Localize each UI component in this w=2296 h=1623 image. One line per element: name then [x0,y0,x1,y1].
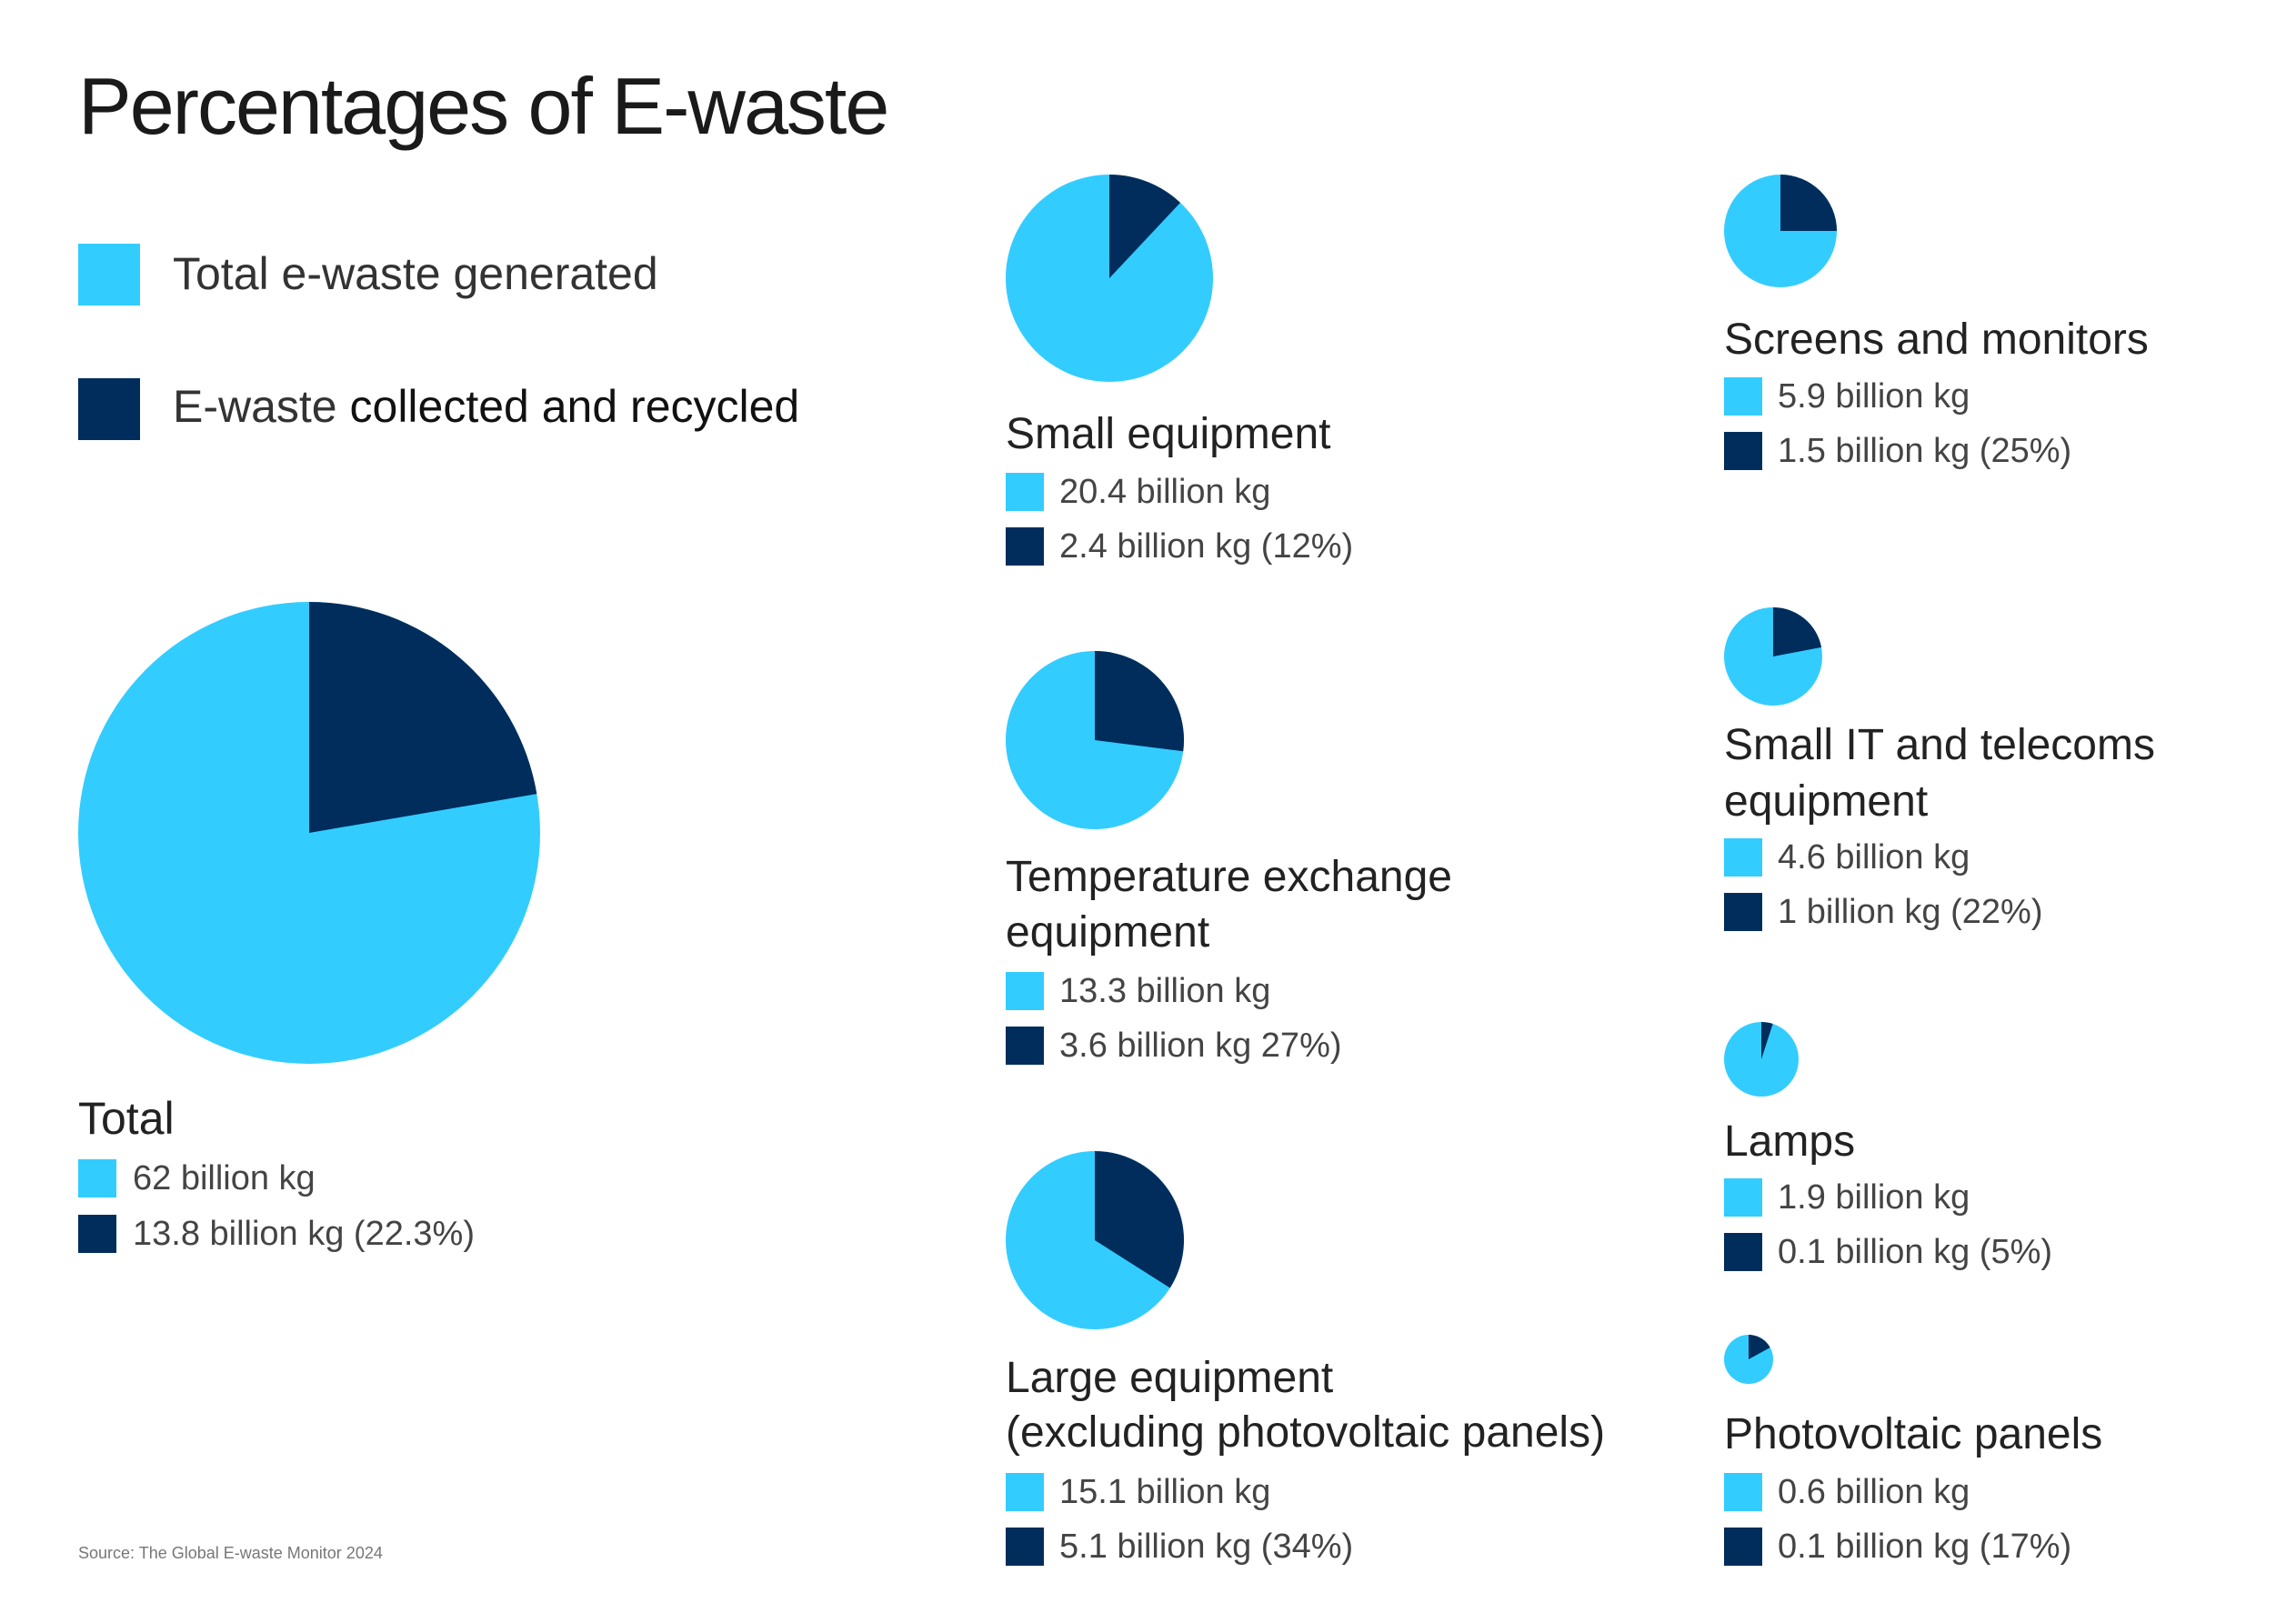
small-it-telecoms-value-generated: 4.6 billion kg [1778,838,1970,877]
large-equipment-swatch-recycled [1006,1528,1044,1566]
total-value-recycled: 13.8 billion kg (22.3%) [133,1215,475,1253]
small-equipment-swatch-recycled [1006,527,1044,566]
legend-label-recycled: E-waste collected and recycled [173,380,799,433]
small-equipment-swatch-generated [1006,473,1044,511]
photovoltaic-value-generated: 0.6 billion kg [1778,1473,1970,1511]
photovoltaic-swatch-generated [1724,1473,1762,1511]
pie-small-it-telecoms-slice-recycled [1773,607,1822,656]
source-note: Source: The Global E-waste Monitor 2024 [78,1544,383,1562]
legend-label-recycled-prefix: E-waste [173,381,350,432]
pie-small-equipment [1006,175,1213,382]
lamps-swatch-recycled [1724,1233,1762,1271]
pie-small-it-telecoms [1724,607,1822,706]
photovoltaic-swatch-recycled [1724,1528,1762,1566]
small-it-telecoms-title-line1: Small IT and telecoms [1724,721,2155,769]
pie-large-equipment [1006,1151,1184,1329]
legend-swatch-generated [78,244,140,306]
total-swatch-recycled [78,1215,116,1253]
pie-total-slice-recycled [309,602,537,833]
small-equipment-title: Small equipment [1006,410,1331,458]
temperature-exchange-swatch-recycled [1006,1027,1044,1065]
total-swatch-generated [78,1159,116,1197]
lamps-title: Lamps [1724,1117,1856,1166]
temperature-exchange-value-generated: 13.3 billion kg [1059,972,1271,1010]
pie-lamps [1724,1022,1799,1097]
lamps-value-generated: 1.9 billion kg [1778,1178,1970,1217]
large-equipment-value-recycled: 5.1 billion kg (34%) [1059,1528,1354,1566]
screens-monitors-value-generated: 5.9 billion kg [1778,377,1970,416]
pie-photovoltaic-slice-recycled [1749,1335,1770,1359]
small-it-telecoms-swatch-generated [1724,838,1762,877]
pie-screens-monitors [1724,175,1837,287]
small-it-telecoms-swatch-recycled [1724,893,1762,931]
small-equipment-value-recycled: 2.4 billion kg (12%) [1059,527,1354,566]
pie-small-equipment-slice-recycled [1109,175,1181,278]
temperature-exchange-title-line1: Temperature exchange [1006,853,1452,901]
small-it-telecoms-value-recycled: 1 billion kg (22%) [1778,893,2043,931]
page-title: Percentages of E-waste [78,61,889,151]
total-title: Total [78,1093,175,1144]
lamps-swatch-generated [1724,1178,1762,1217]
photovoltaic-title: Photovoltaic panels [1724,1410,2103,1458]
screens-monitors-swatch-generated [1724,377,1762,416]
total-value-generated: 62 billion kg [133,1159,316,1197]
pie-lamps-slice-recycled [1761,1022,1773,1059]
screens-monitors-title: Screens and monitors [1724,316,2149,364]
pie-temperature-exchange-slice-recycled [1095,651,1185,752]
pie-large-equipment-slice-recycled [1095,1151,1184,1288]
large-equipment-swatch-generated [1006,1473,1044,1511]
small-equipment-value-generated: 20.4 billion kg [1059,473,1271,511]
legend-swatch-recycled [78,378,140,440]
pie-temperature-exchange [1006,651,1185,829]
pie-total [78,602,540,1064]
small-it-telecoms-title-line2: equipment [1724,777,1929,826]
temperature-exchange-title-line2: equipment [1006,908,1210,957]
temperature-exchange-value-recycled: 3.6 billion kg 27%) [1059,1027,1342,1065]
large-equipment-title-line2: (excluding photovoltaic panels) [1006,1408,1606,1457]
large-equipment-title-line1: Large equipment [1006,1354,1334,1402]
pie-screens-monitors-slice-recycled [1780,175,1837,231]
legend-label-generated: Total e-waste generated [173,248,658,299]
screens-monitors-swatch-recycled [1724,432,1762,470]
photovoltaic-value-recycled: 0.1 billion kg (17%) [1778,1528,2072,1566]
legend-label-recycled-emph: collected and recycled [349,381,800,432]
large-equipment-value-generated: 15.1 billion kg [1059,1473,1271,1511]
pie-photovoltaic [1724,1335,1773,1384]
screens-monitors-value-recycled: 1.5 billion kg (25%) [1778,432,2072,470]
lamps-value-recycled: 0.1 billion kg (5%) [1778,1233,2053,1271]
temperature-exchange-swatch-generated [1006,972,1044,1010]
